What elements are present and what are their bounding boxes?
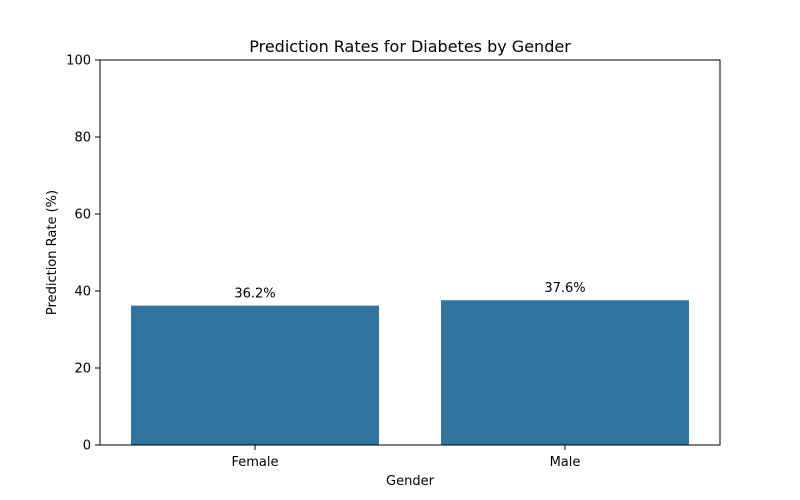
bars (131, 300, 689, 445)
x-tick-label: Male (550, 455, 581, 470)
y-axis: 0 20 40 60 80 100 (66, 54, 100, 454)
plot-frame (99, 59, 721, 446)
bar-male (441, 300, 689, 445)
y-tick-label: 40 (74, 285, 91, 300)
bar-value-label: 36.2% (234, 287, 275, 302)
bar-value-label: 37.6% (544, 281, 585, 296)
x-tick-label: Female (231, 455, 278, 470)
y-tick-label: 0 (83, 439, 91, 454)
bar-female (131, 305, 379, 445)
y-tick-label: 60 (74, 208, 91, 223)
y-tick-label: 80 (74, 131, 91, 146)
bar-value-labels: 36.2% 37.6% (234, 281, 585, 301)
y-tick-label: 100 (66, 54, 91, 69)
x-axis: Female Male (231, 445, 580, 470)
y-tick-label: 20 (74, 362, 91, 377)
chart-title: Prediction Rates for Diabetes by Gender (249, 37, 571, 56)
x-axis-label: Gender (386, 474, 435, 489)
y-axis-label: Prediction Rate (%) (45, 190, 60, 315)
